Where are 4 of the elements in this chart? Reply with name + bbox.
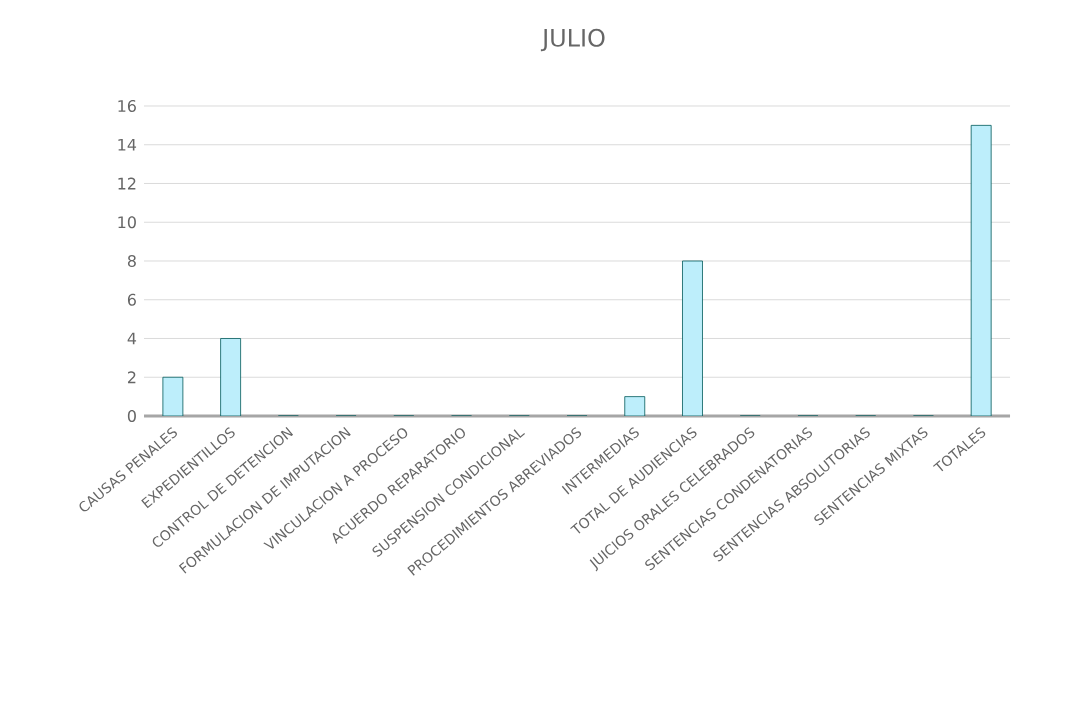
chart-title: JULIO xyxy=(540,28,605,52)
bar xyxy=(220,338,242,416)
bar xyxy=(682,260,703,416)
bar xyxy=(970,124,992,416)
